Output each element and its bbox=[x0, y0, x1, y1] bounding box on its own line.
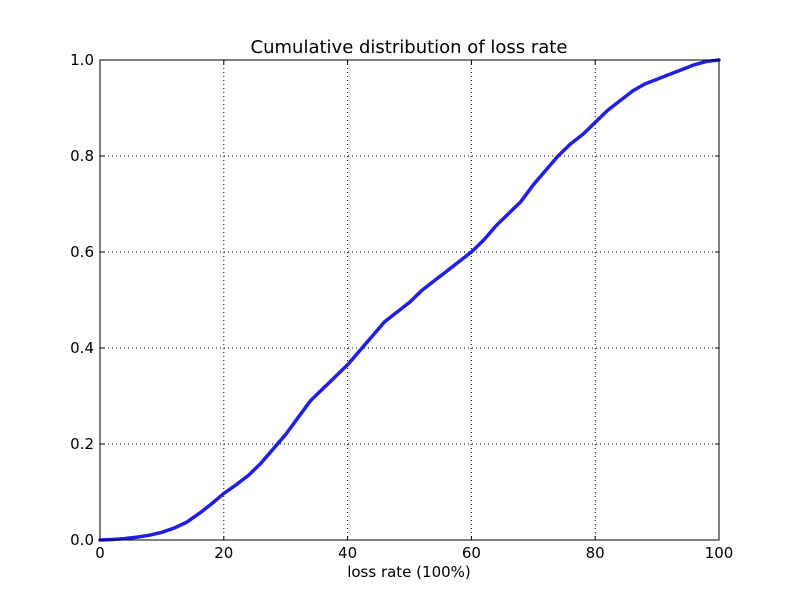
grid bbox=[100, 60, 719, 540]
x-axis-label: loss rate (100%) bbox=[347, 563, 471, 581]
series-layer bbox=[98, 58, 721, 542]
x-tick-label-4: 80 bbox=[586, 544, 605, 562]
y-tick-label-2: 0.4 bbox=[70, 339, 94, 357]
series-line-0 bbox=[98, 58, 721, 542]
axes bbox=[99, 59, 720, 541]
y-tick-label-5: 1.0 bbox=[70, 51, 94, 69]
y-tick-label-1: 0.2 bbox=[70, 435, 94, 453]
y-tick-label-4: 0.8 bbox=[70, 147, 94, 165]
plot-frame bbox=[99, 59, 720, 541]
x-tick-label-0: 0 bbox=[95, 544, 105, 562]
chart-title: Cumulative distribution of loss rate bbox=[251, 37, 568, 58]
x-tick-label-1: 20 bbox=[214, 544, 233, 562]
x-tick-label-3: 60 bbox=[462, 544, 481, 562]
x-tick-label-2: 40 bbox=[338, 544, 357, 562]
x-tick-label-5: 100 bbox=[705, 544, 734, 562]
labels: Cumulative distribution of loss rate los… bbox=[70, 37, 733, 581]
y-tick-label-0: 0.0 bbox=[70, 531, 94, 549]
y-tick-label-3: 0.6 bbox=[70, 243, 94, 261]
